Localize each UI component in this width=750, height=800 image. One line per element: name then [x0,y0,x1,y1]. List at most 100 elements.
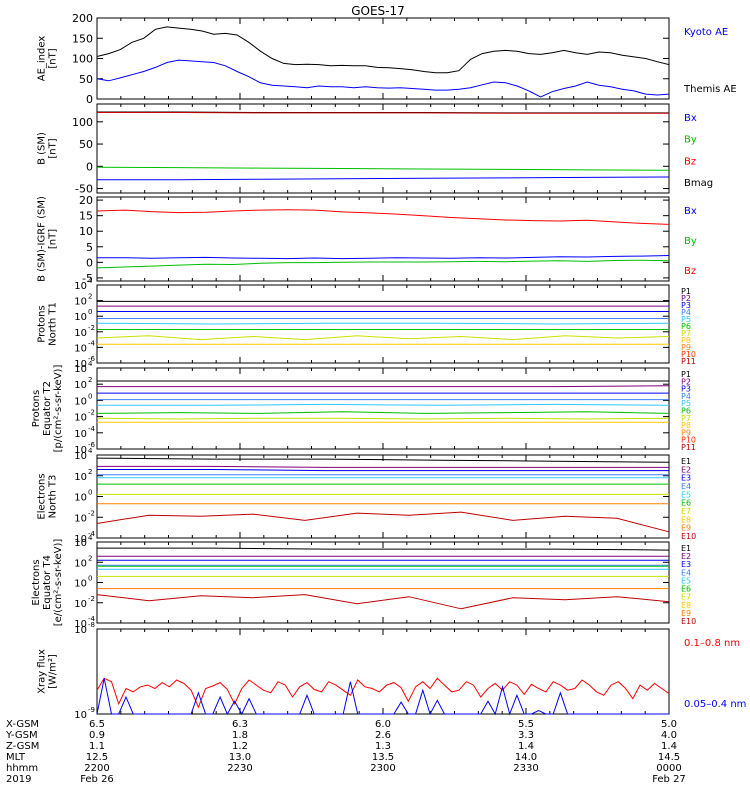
legend-label-bz: Bz [684,266,696,277]
series-line-kyoto-ae [96,59,670,98]
y-axis-label: [p/(cm²-s-sr-keV)] [53,365,64,453]
y-tick-label: 10 [74,451,87,462]
y-tick-label: 10 [74,343,87,354]
series-line-e10 [96,594,670,610]
legend-label-e3: E3 [681,560,691,569]
y-tick-label: 10 [74,396,87,407]
y-axis-label: Equator T4 [42,555,53,610]
panel-frame [96,541,670,624]
footer-value: 5.0 [661,719,677,730]
y-tick-exponent: -4 [88,339,96,347]
panel-frame [96,17,670,100]
y-tick-label: 100 [72,116,93,129]
y-tick-label: -50 [75,183,93,196]
footer-value: 2.6 [375,730,391,741]
y-tick-exponent: -2 [88,509,95,517]
y-tick-exponent: -6 [88,355,96,363]
legend-label-bx: Bx [684,206,697,217]
legend-label-p2: P2 [681,294,691,303]
footer-value: 6.5 [89,719,105,730]
y-tick-label: 100 [72,53,93,66]
y-tick-exponent: -2 [88,595,95,603]
panel-frame [96,196,670,282]
y-tick-exponent: -4 [88,615,96,623]
plot-title: GOES-17 [351,4,405,18]
legend-label-e9: E9 [681,524,691,533]
series-line-e2 [97,465,669,468]
y-axis-label: Electrons [31,559,42,605]
legend-label-p8: P8 [681,336,691,345]
y-tick-label: 10 [74,328,87,339]
y-axis-label: North T1 [48,302,59,346]
legend-label-p4: P4 [681,392,691,401]
y-axis-label: Xray flux [37,649,48,694]
y-tick-exponent: 4 [88,534,93,542]
y-tick-label: 10 [74,534,87,545]
y-tick-label: 10 [74,599,87,610]
y-tick-exponent: 0 [88,308,92,316]
legend-label-e2: E2 [681,552,691,561]
footer-value: 13.0 [229,752,251,763]
legend-label-themis-ae: Themis AE [683,84,737,95]
legend-label-p3: P3 [681,385,691,394]
footer-value: 1.2 [232,741,248,752]
y-tick-exponent: -9 [88,706,95,714]
y-tick-label: 10 [74,579,87,590]
footer-value: 5.5 [518,719,534,730]
legend-label-p2: P2 [681,377,691,386]
footer-value: 6.3 [232,719,248,730]
ephemeris-footer: X-GSMY-GSMZ-GSMMLThhmm20196.50.91.112.52… [5,719,686,785]
footer-value: 2230 [227,763,252,774]
legend-label-e5: E5 [681,490,691,499]
legend-label-e4: E4 [681,568,691,577]
series-line-0-05-0-4-nm [96,678,669,716]
y-tick-label: 150 [72,32,93,45]
y-axis-label: North T3 [48,475,59,519]
series-line-0-1-0-8-nm [96,677,670,709]
y-tick-label: 0 [86,160,93,173]
y-tick-label: 200 [72,12,93,25]
series-line-bx [97,255,670,260]
footer-row-label: Z-GSM [6,741,39,752]
legend-label-e1: E1 [681,457,691,466]
y-tick-label: 10 [74,493,87,504]
legend-label-p6: P6 [681,407,691,416]
legend-label-e7: E7 [681,507,691,516]
legend-label-p9: P9 [681,343,691,352]
y-tick-exponent: -8 [88,621,95,629]
series-line-bz [97,112,669,114]
legend-label-e10: E10 [681,617,696,626]
panel-frame [96,628,670,715]
legend-label-e6: E6 [681,499,691,508]
series-line-p2 [97,385,670,388]
y-tick-exponent: 4 [88,447,93,455]
y-axis-label: [nT] [48,48,59,68]
footer-value: 6.0 [375,719,391,730]
series-line-p5 [97,403,670,406]
legend-label-e8: E8 [681,515,691,524]
footer-value: 12.5 [86,752,108,763]
footer-value: 14.0 [515,752,537,763]
footer-row-label: Y-GSM [5,730,38,741]
y-axis-label: [e/(cm²-s-sr-keV)] [53,539,64,627]
legend-label-p1: P1 [681,287,691,296]
legend-label-p3: P3 [681,301,691,310]
y-tick-label: 10 [74,281,87,292]
legend-label-p11: P11 [681,443,696,452]
legend-label-e9: E9 [681,609,691,618]
y-tick-label: 10 [74,429,87,440]
y-tick-label: 10 [74,312,87,323]
legend-label-bz: Bz [684,156,696,167]
legend-label-kyoto-ae: Kyoto AE [684,27,728,38]
y-tick-exponent: -6 [88,441,96,449]
footer-row-label: hhmm [6,763,38,774]
y-axis-label: Protons [37,305,48,342]
series-line-e10 [96,511,670,533]
footer-value: 1.1 [89,741,105,752]
legend-label-p5: P5 [681,399,691,408]
footer-row-label: X-GSM [6,719,39,730]
